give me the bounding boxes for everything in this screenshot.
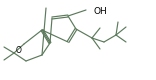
Text: OH: OH — [94, 6, 108, 16]
Text: O: O — [16, 46, 22, 54]
